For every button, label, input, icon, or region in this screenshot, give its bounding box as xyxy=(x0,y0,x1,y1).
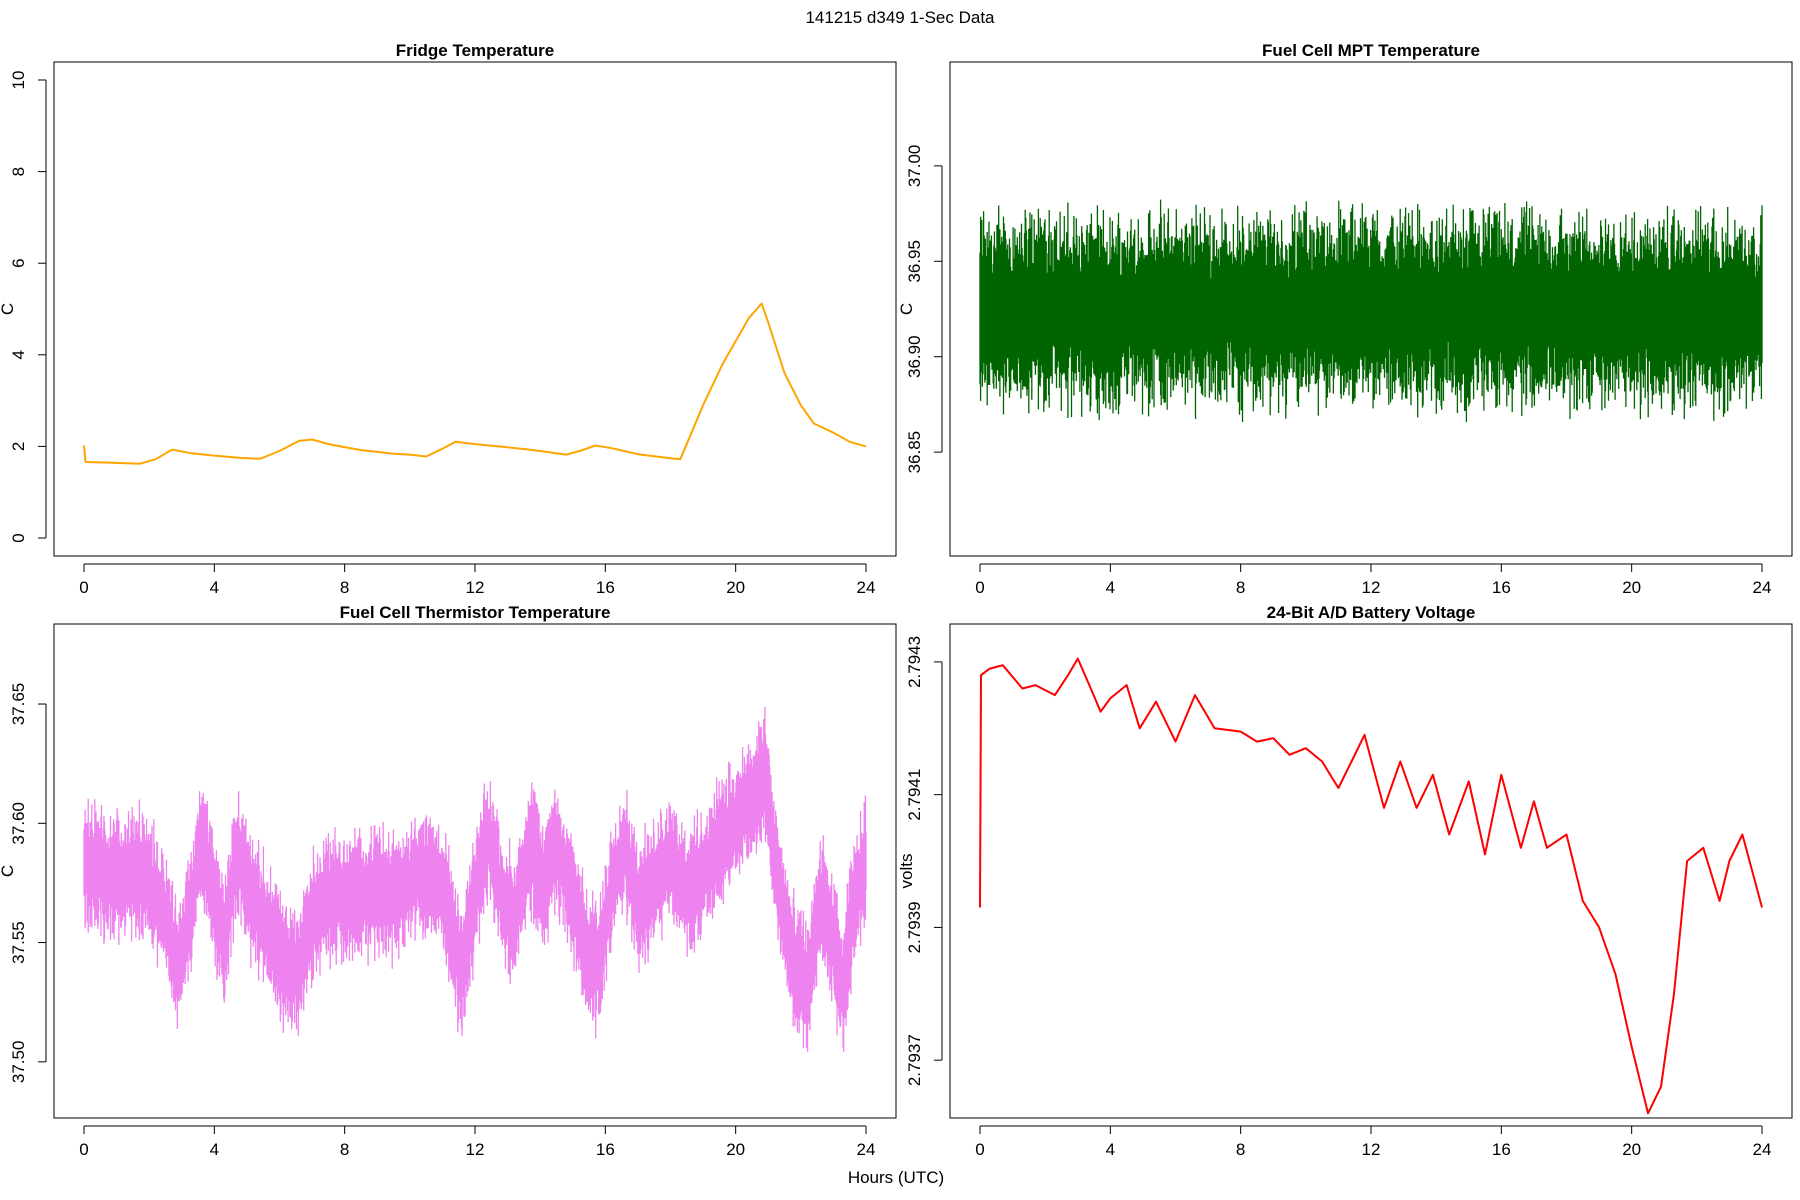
panel-2: Fuel Cell MPT Temperature 0 4 8 12 16 20 24 36.8… xyxy=(897,41,1793,597)
x-tick-label: 0 xyxy=(79,578,88,597)
x-tick-label: 16 xyxy=(1492,1140,1511,1159)
x-tick-label: 12 xyxy=(1362,578,1381,597)
x-tick-label: 24 xyxy=(1753,1140,1772,1159)
plot-frame xyxy=(53,61,897,557)
y-axis-label: C xyxy=(897,303,916,315)
y-tick-label: 2.7943 xyxy=(905,636,924,688)
plot-frame xyxy=(53,623,897,1119)
y-tick-label: 10 xyxy=(9,71,28,90)
x-tick-label: 16 xyxy=(1492,578,1511,597)
y-tick-label: 37.50 xyxy=(9,1041,28,1084)
x-tick-label: 4 xyxy=(210,1140,219,1159)
y-tick-label: 2.7939 xyxy=(905,901,924,953)
panel-4: 24-Bit A/D Battery Voltage 0 4 8 12 16 20 24 2.7… xyxy=(897,603,1793,1159)
y-tick-label: 37.60 xyxy=(9,802,28,845)
x-tick-label: 20 xyxy=(1622,578,1641,597)
figure-xlabel: Hours (UTC) xyxy=(848,1168,944,1187)
panel-title: 24-Bit A/D Battery Voltage xyxy=(1267,603,1476,622)
plot-frame xyxy=(949,623,1793,1119)
y-axis-label: C xyxy=(0,865,17,877)
x-tick-label: 0 xyxy=(79,1140,88,1159)
data-trace xyxy=(83,707,867,1052)
x-tick-label: 8 xyxy=(1236,1140,1245,1159)
x-tick-label: 16 xyxy=(596,578,615,597)
y-tick-label: 2 xyxy=(9,442,28,451)
panel-title: Fuel Cell MPT Temperature xyxy=(1262,41,1480,60)
y-axis-label: C xyxy=(0,303,17,315)
plot-frame xyxy=(949,61,1793,557)
x-tick-label: 20 xyxy=(1622,1140,1641,1159)
x-tick-label: 16 xyxy=(596,1140,615,1159)
x-tick-label: 20 xyxy=(726,1140,745,1159)
x-tick-label: 8 xyxy=(340,1140,349,1159)
y-tick-label: 6 xyxy=(9,258,28,267)
x-tick-label: 0 xyxy=(975,1140,984,1159)
figure-title: 141215 d349 1-Sec Data xyxy=(805,8,995,27)
y-tick-label: 0 xyxy=(9,533,28,542)
y-tick-label: 37.65 xyxy=(9,683,28,726)
y-tick-label: 36.95 xyxy=(905,240,924,283)
y-tick-label: 4 xyxy=(9,350,28,359)
panel-1: Fridge Temperature048121620240246810C xyxy=(0,41,897,597)
y-tick-label: 37.55 xyxy=(9,921,28,964)
panel-3: Fuel Cell Thermistor Temperature 0 4 8 12 16 2… xyxy=(0,603,897,1159)
x-tick-label: 12 xyxy=(466,1140,485,1159)
x-tick-label: 8 xyxy=(340,578,349,597)
x-tick-label: 20 xyxy=(726,578,745,597)
x-tick-label: 24 xyxy=(1753,578,1772,597)
x-tick-label: 4 xyxy=(210,578,219,597)
x-tick-label: 4 xyxy=(1106,578,1115,597)
data-line xyxy=(979,657,1763,1115)
data-line xyxy=(83,302,867,465)
data-trace xyxy=(979,199,1763,423)
y-tick-label: 2.7937 xyxy=(905,1034,924,1086)
y-axis-label: volts xyxy=(897,854,916,889)
x-tick-label: 24 xyxy=(857,578,876,597)
y-tick-label: 36.90 xyxy=(905,335,924,378)
y-tick-label: 36.85 xyxy=(905,431,924,474)
panel-title: Fridge Temperature xyxy=(396,41,554,60)
x-tick-label: 12 xyxy=(1362,1140,1381,1159)
y-tick-label: 2.7941 xyxy=(905,769,924,821)
panel-title: Fuel Cell Thermistor Temperature xyxy=(340,603,611,622)
x-tick-label: 0 xyxy=(975,578,984,597)
x-tick-label: 4 xyxy=(1106,1140,1115,1159)
x-tick-label: 12 xyxy=(466,578,485,597)
x-tick-label: 8 xyxy=(1236,578,1245,597)
y-tick-label: 37.00 xyxy=(905,145,924,188)
y-tick-label: 8 xyxy=(9,167,28,176)
x-tick-label: 24 xyxy=(857,1140,876,1159)
